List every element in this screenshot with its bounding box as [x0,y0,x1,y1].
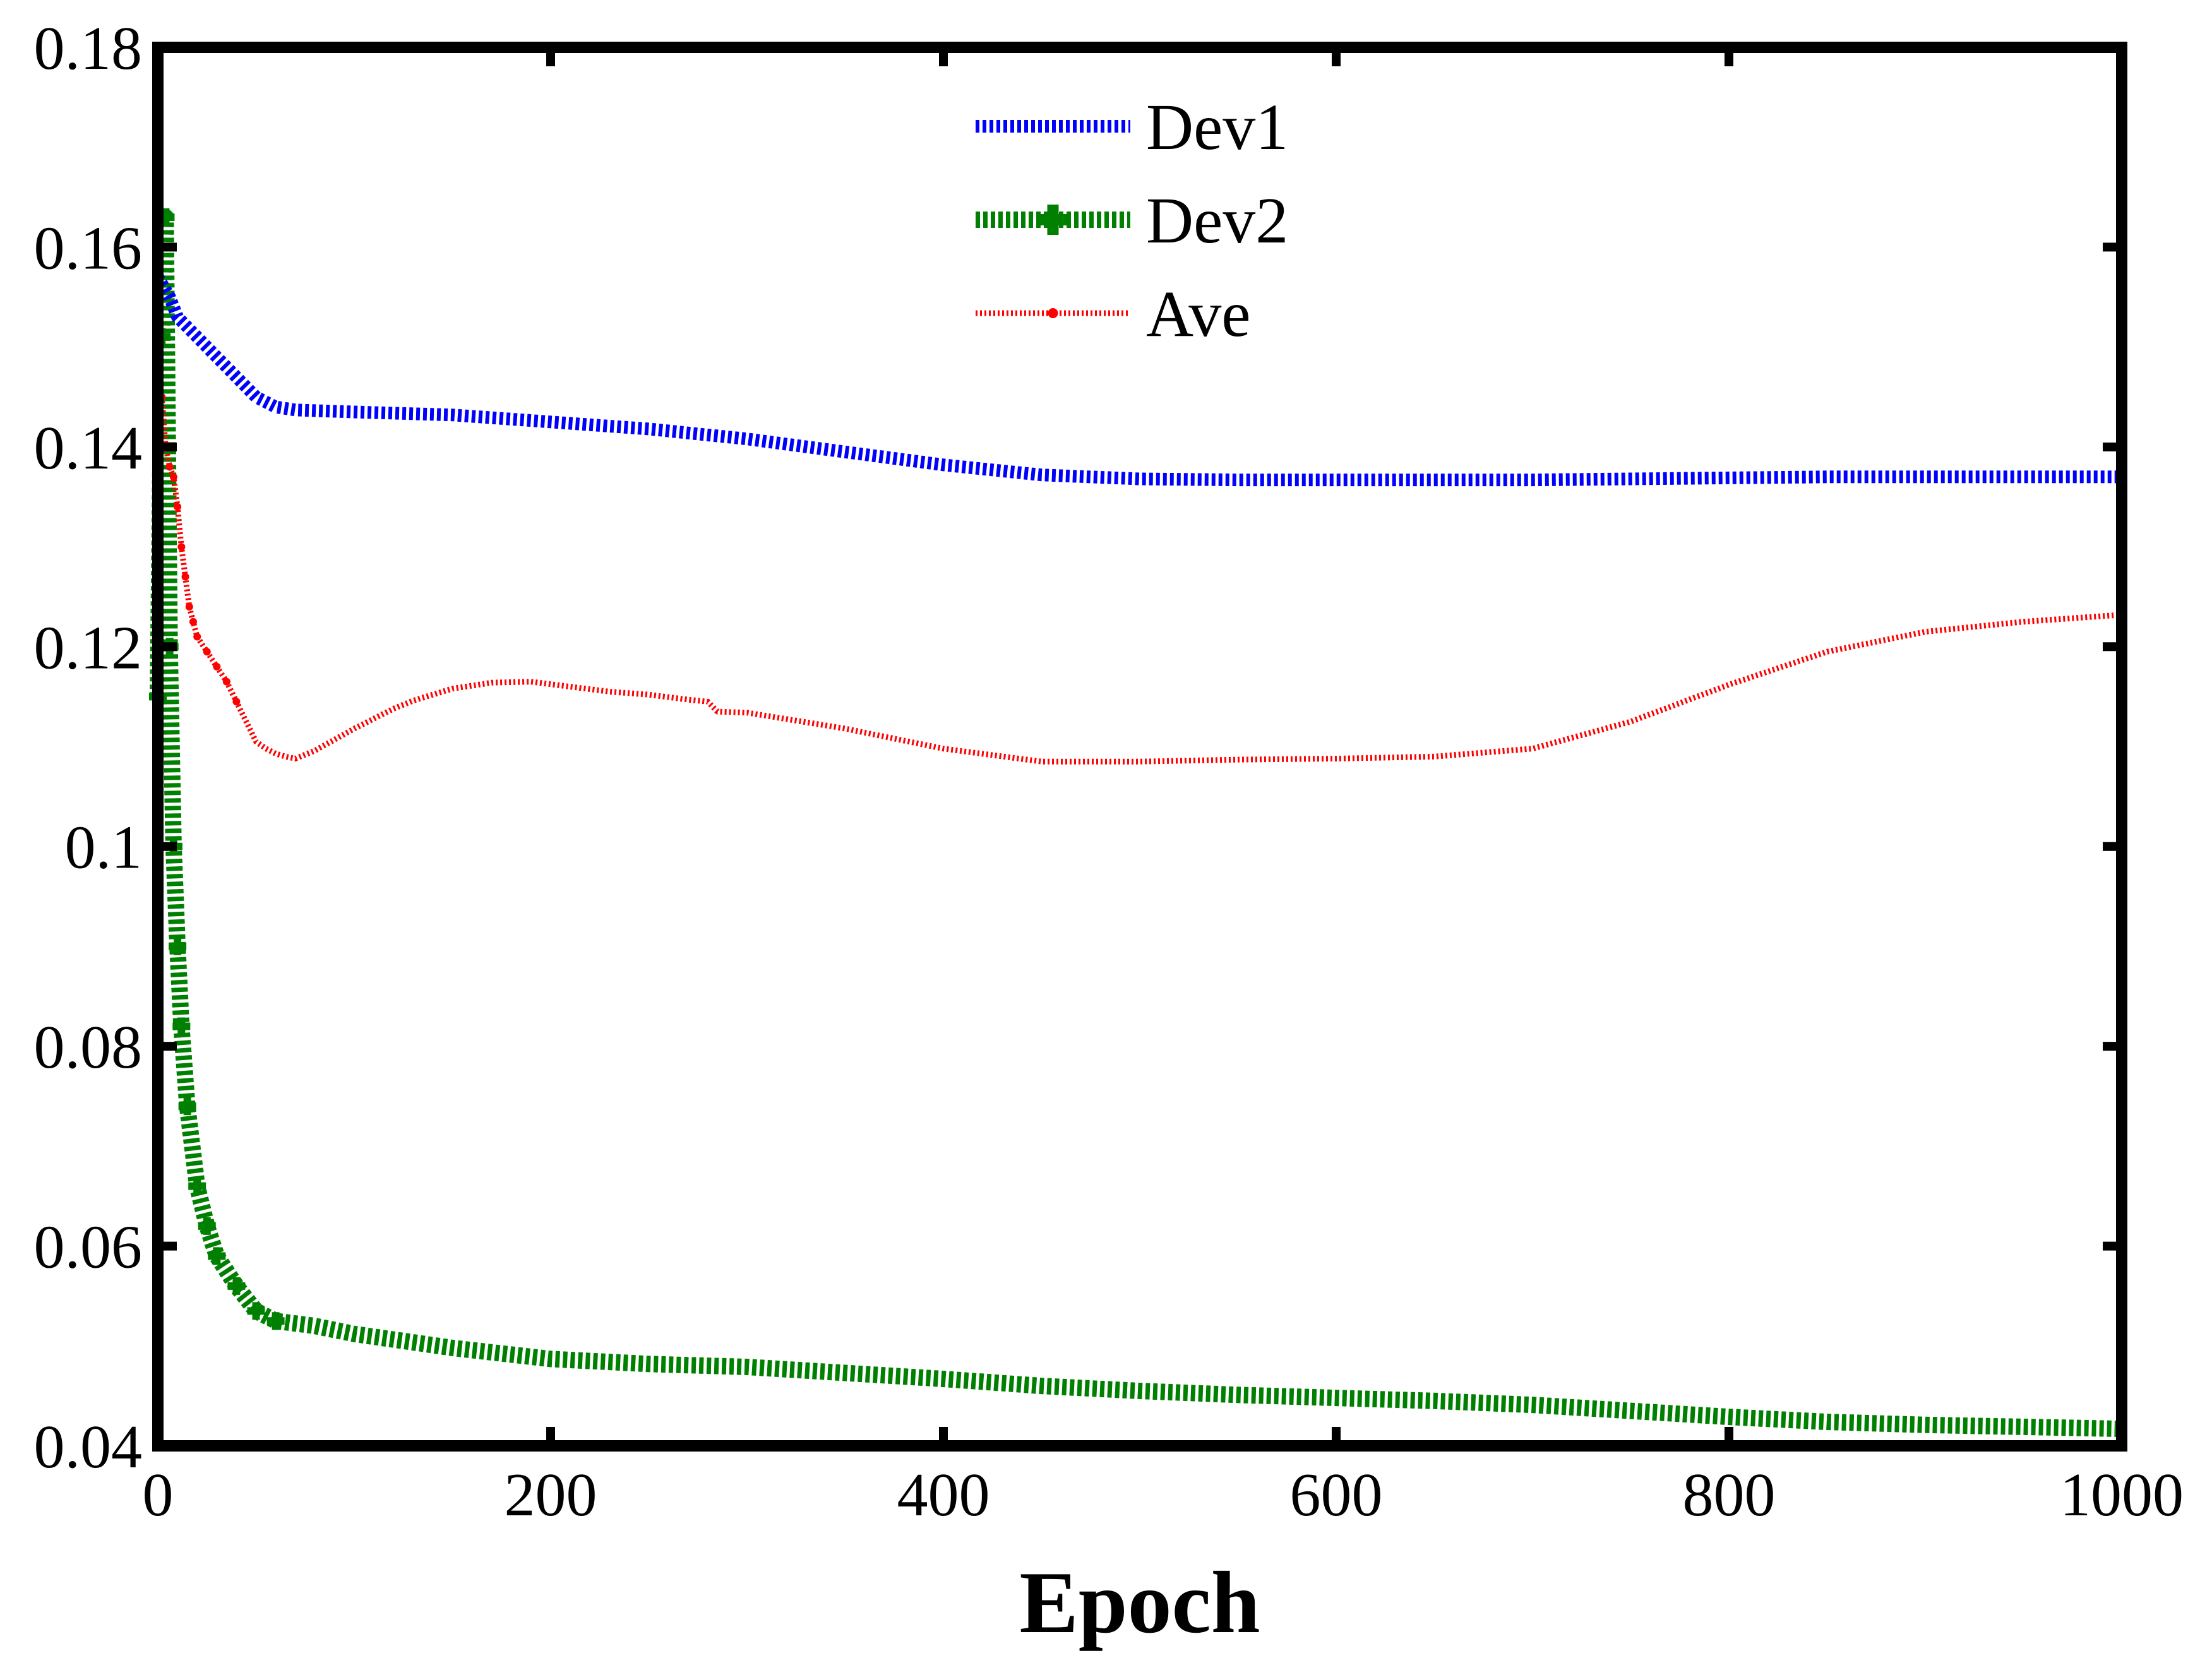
x-tick-label: 400 [897,1461,990,1529]
dev2-marker [188,1177,206,1195]
legend-label-dev1: Dev1 [1146,91,1288,164]
ave-marker [232,698,241,706]
dev2-marker [208,1247,226,1265]
y-tick-label: 0.1 [65,814,143,882]
y-tick-label: 0.06 [34,1214,143,1282]
legend-label-ave: Ave [1146,278,1251,350]
legend-label-dev2: Dev2 [1146,184,1288,257]
ave-marker [169,473,177,481]
x-tick-label: 800 [1683,1461,1776,1529]
x-tick-label: 0 [143,1461,174,1529]
ave-marker [213,662,221,671]
ave-marker [193,633,201,641]
ave-marker [222,677,230,686]
series-line-dev1 [152,273,2122,487]
ave-marker [203,648,211,656]
ave-marker [185,603,193,611]
series-layer [149,208,2122,1438]
tick-layer: 0 200 400 600 800 1000 0.04 0.06 0.08 0.1 0.12 0.14… [34,15,2184,1529]
y-tick-label: 0.14 [34,414,143,482]
legend-dot-marker [1048,308,1058,318]
dev2-marker [169,937,187,955]
x-tick-label: 200 [505,1461,597,1529]
dev2-marker [172,1017,191,1035]
y-tick-label: 0.12 [34,614,143,682]
dev2-marker [266,1312,285,1330]
y-tick-label: 0.08 [34,1013,143,1082]
plot-frame [152,42,2127,1452]
ave-marker [177,543,186,551]
ave-marker [181,573,189,581]
dev2-marker [198,1217,216,1235]
y-tick-label: 0.18 [34,15,143,83]
ave-marker [189,617,197,626]
x-tick-label: 1000 [2060,1461,2184,1529]
series-line-ave [158,397,2122,765]
ave-marker [165,463,174,471]
x-tick-label: 600 [1290,1461,1383,1529]
dev2-marker [247,1302,265,1320]
dev2-marker [227,1277,246,1295]
ave-marker [174,503,182,511]
legend: Dev1 Dev2 Ave [976,91,1288,350]
dev2-marker [178,1097,196,1116]
y-tick-label: 0.16 [34,214,143,282]
y-tick-label: 0.04 [34,1413,143,1481]
x-axis-title: Epoch [1019,1554,1260,1652]
legend-plus-marker [1037,205,1068,235]
